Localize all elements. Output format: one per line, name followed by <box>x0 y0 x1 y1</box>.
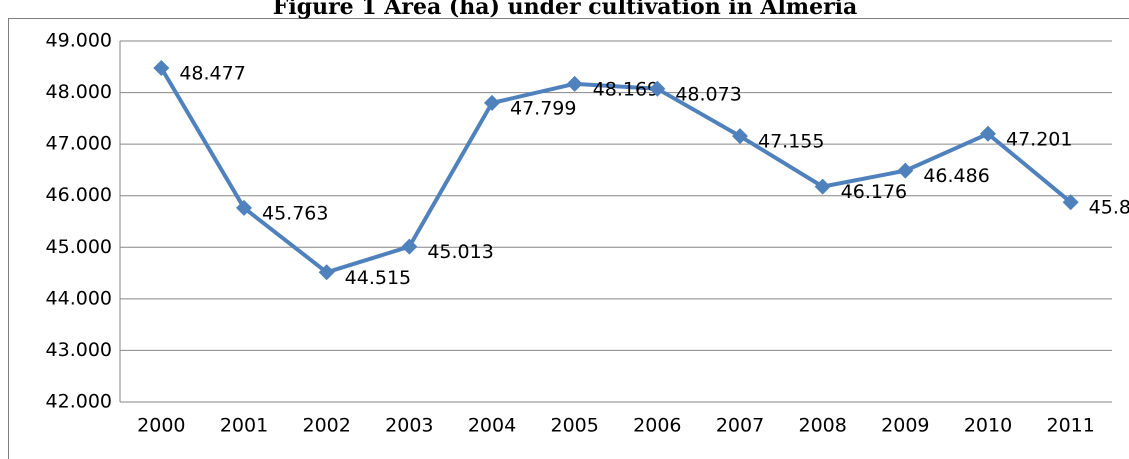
x-tick-label: 2000 <box>137 415 185 437</box>
data-label: 48.477 <box>179 62 245 84</box>
x-tick-label: 2009 <box>881 415 929 437</box>
chart-title: Figure 1 Area (ha) under cultivation in … <box>273 0 858 20</box>
y-tick-label: 46.000 <box>46 184 112 206</box>
point-marker <box>732 128 748 145</box>
point-marker <box>897 162 914 179</box>
x-tick-label: 2002 <box>302 415 350 437</box>
x-tick-label: 2005 <box>550 415 598 437</box>
x-tick-label: 2011 <box>1046 415 1094 437</box>
point-marker <box>484 94 500 111</box>
chart-border <box>8 18 1129 459</box>
x-tick-label: 2010 <box>964 415 1012 437</box>
y-tick-label: 49.000 <box>46 30 112 52</box>
y-tick-label: 43.000 <box>46 339 112 361</box>
data-label: 46.486 <box>923 165 989 187</box>
point-marker <box>980 125 996 142</box>
point-marker <box>814 178 831 195</box>
data-label: 47.799 <box>510 97 576 119</box>
y-tick-label: 45.000 <box>46 236 112 258</box>
point-marker <box>1062 194 1079 211</box>
y-tick-label: 48.000 <box>46 81 112 103</box>
point-marker <box>236 199 252 216</box>
point-marker <box>401 238 418 255</box>
data-label: 46.176 <box>841 181 907 203</box>
y-tick-label: 47.000 <box>46 133 112 155</box>
point-marker <box>318 264 335 281</box>
data-label: 47.155 <box>758 131 824 153</box>
x-tick-label: 2007 <box>716 415 764 437</box>
x-tick-label: 2006 <box>633 415 681 437</box>
data-label: 48.169 <box>593 78 659 100</box>
x-tick-label: 2003 <box>385 415 433 437</box>
data-label: 45.874 <box>1089 197 1129 219</box>
data-label: 48.073 <box>675 83 741 105</box>
data-label: 45.763 <box>262 202 328 224</box>
series-line <box>159 66 1072 275</box>
data-label: 44.515 <box>345 267 411 289</box>
data-label: 45.013 <box>427 241 493 263</box>
data-label: 47.201 <box>1006 128 1072 150</box>
y-tick-label: 42.000 <box>46 391 112 413</box>
x-tick-label: 2001 <box>220 415 268 437</box>
y-tick-label: 44.000 <box>46 287 112 309</box>
point-marker <box>649 80 666 97</box>
x-tick-label: 2008 <box>798 415 846 437</box>
x-tick-label: 2004 <box>468 415 516 437</box>
point-marker <box>153 59 170 76</box>
point-marker <box>566 75 583 92</box>
